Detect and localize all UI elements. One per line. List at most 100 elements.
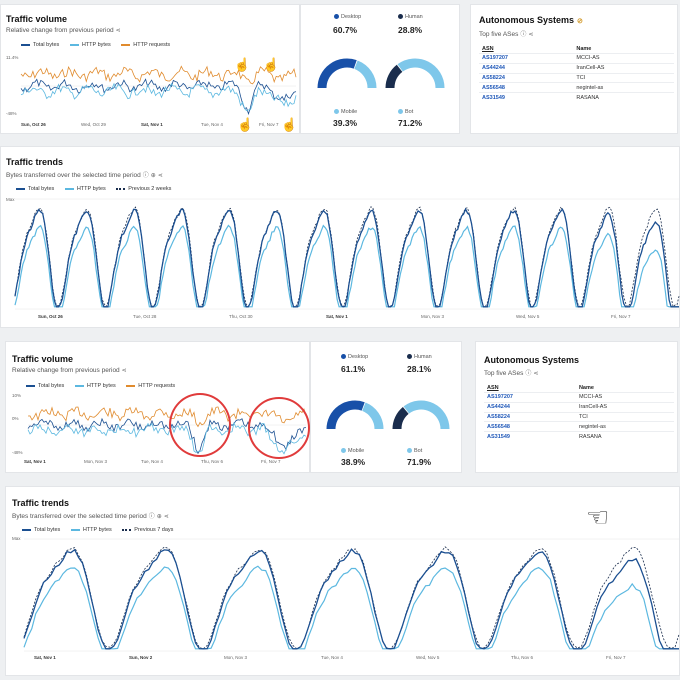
asn-link[interactable]: AS44244 (484, 401, 576, 413)
as-name: MCCI-AS (575, 392, 674, 403)
as-name: TCI (575, 411, 674, 422)
col-asn[interactable]: ASN (482, 46, 494, 52)
zoom-in-icon[interactable]: ⊕ (150, 173, 156, 179)
asn-table: ASN Name AS197207 MCCI-AS AS44244 IranCell-… (484, 384, 674, 441)
legend-item-previous[interactable]: Previous 7 days (122, 527, 173, 533)
table-row[interactable]: AS31549 RASANA (484, 431, 674, 441)
share-icon[interactable]: ⋖ (121, 368, 127, 374)
table-row[interactable]: AS197207 MCCI-AS (484, 392, 674, 403)
series-line (14, 207, 679, 308)
traffic-volume-chart (20, 65, 297, 116)
legend-item-total[interactable]: Total bytes (26, 383, 64, 389)
gauge-primary-arc (317, 58, 357, 89)
desktop-label: Desktop (341, 354, 368, 360)
hand-cursor-icon: ☝ (234, 57, 251, 72)
y-tick: 11.4% (6, 55, 19, 60)
human-bot-gauge (385, 58, 445, 89)
table-row[interactable]: AS44244 IranCell-AS (479, 62, 674, 74)
legend-item-http[interactable]: HTTP bytes (70, 527, 112, 533)
asn-link[interactable]: AS197207 (479, 53, 574, 64)
asn-link[interactable]: AS44244 (479, 62, 574, 74)
table-row[interactable]: AS44244 IranCell-AS (484, 401, 674, 413)
x-tick: Wed, Nov 5 (416, 655, 440, 660)
x-tick: Fri, Nov 7 (611, 314, 631, 319)
traffic-volume-subtitle: Relative change from previous period ⋖ (6, 27, 121, 34)
series-line (23, 548, 679, 650)
x-tick: Sun, Oct 26 (38, 314, 63, 319)
as-name: MCCI-AS (573, 53, 674, 64)
asn-link[interactable]: AS56548 (479, 82, 574, 93)
legend-item-http[interactable]: HTTP bytes (69, 42, 111, 48)
table-row[interactable]: AS56548 negintel-as (484, 421, 674, 432)
asn-link[interactable]: AS58224 (484, 411, 576, 422)
asn-link[interactable]: AS197207 (484, 392, 576, 403)
asn-link[interactable]: AS56548 (484, 421, 576, 432)
hand-cursor-icon: ☜ (586, 502, 610, 532)
desktop-value: 61.1% (341, 364, 366, 374)
help-icon[interactable]: ⓘ (148, 514, 155, 520)
human-value: 28.1% (407, 364, 432, 374)
asn-link[interactable]: AS58224 (479, 72, 574, 83)
highlight-circle (169, 393, 231, 457)
as-name: IranCell-AS (575, 401, 674, 413)
table-row[interactable]: AS56548 negintel-as (479, 82, 674, 93)
human-value: 28.8% (398, 25, 423, 35)
traffic-trends-title: Traffic trends (6, 157, 64, 167)
traffic-trends-chart (14, 198, 680, 310)
share-icon[interactable]: ⋖ (528, 32, 534, 38)
table-row[interactable]: AS58224 TCI (479, 72, 674, 83)
legend-item-http[interactable]: HTTP bytes (74, 383, 116, 389)
legend-item-requests[interactable]: HTTP requests (121, 42, 170, 48)
share-icon[interactable]: ⋖ (115, 28, 121, 34)
help-icon[interactable]: ⓘ (525, 371, 532, 377)
x-tick: Wed, Oct 29 (81, 122, 106, 127)
help-icon[interactable]: ⓘ (142, 173, 149, 179)
gauge-secondary-arc (354, 60, 377, 89)
legend-item-previous[interactable]: Previous 2 weeks (116, 186, 171, 192)
traffic-trends-card-1: Traffic trends Bytes transferred over th… (0, 146, 680, 328)
legend: Total bytes HTTP bytes HTTP requests (26, 383, 184, 389)
col-name: Name (578, 385, 594, 391)
gauge-secondary-arc (403, 400, 450, 430)
human-bot-gauge (392, 400, 450, 430)
x-tick: Sat, Nov 1 (141, 122, 163, 127)
help-icon[interactable]: ⓘ (520, 32, 527, 38)
x-tick: Sun, Nov 2 (129, 655, 153, 660)
series-line (14, 206, 680, 308)
x-tick: Thu, Oct 30 (229, 314, 253, 319)
x-tick: Fri, Nov 7 (261, 459, 281, 464)
legend-item-total[interactable]: Total bytes (21, 42, 59, 48)
legend-item-requests[interactable]: HTTP requests (126, 383, 175, 389)
x-tick: Sat, Nov 1 (326, 314, 348, 319)
legend-item-total[interactable]: Total bytes (22, 527, 60, 533)
col-asn[interactable]: ASN (487, 385, 499, 391)
link-icon[interactable]: ⊘ (577, 18, 583, 25)
as-name: RASANA (575, 431, 674, 441)
x-tick: Thu, Nov 6 (201, 459, 224, 464)
series-line (23, 565, 679, 650)
share-icon[interactable]: ⋖ (163, 514, 169, 520)
traffic-volume-subtitle: Relative change from previous period ⋖ (12, 367, 127, 374)
mobile-value: 38.9% (341, 457, 366, 467)
share-icon[interactable]: ⋖ (533, 371, 539, 377)
bot-value: 71.2% (398, 118, 423, 128)
human-label: Human (398, 14, 423, 20)
zoom-in-icon[interactable]: ⊕ (156, 514, 162, 520)
table-row[interactable]: AS31549 RASANA (479, 92, 674, 102)
y-tick: -48% (12, 450, 23, 455)
table-row[interactable]: AS197207 MCCI-AS (479, 53, 674, 64)
table-row[interactable]: AS58224 TCI (484, 411, 674, 422)
legend-item-http[interactable]: HTTP bytes (64, 186, 106, 192)
share-icon[interactable]: ⋖ (157, 173, 163, 179)
asn-link[interactable]: AS31549 (479, 92, 574, 102)
y-tick: Max (12, 536, 21, 541)
desktop-mobile-gauge (326, 400, 384, 430)
series-line (20, 82, 297, 112)
legend-item-total[interactable]: Total bytes (16, 186, 54, 192)
y-tick: 0% (12, 416, 19, 421)
series-line (14, 224, 679, 308)
x-tick: Tue, Oct 28 (133, 314, 157, 319)
asn-link[interactable]: AS31549 (484, 431, 576, 441)
series-line (20, 65, 297, 85)
bot-label: Bot (407, 448, 422, 454)
